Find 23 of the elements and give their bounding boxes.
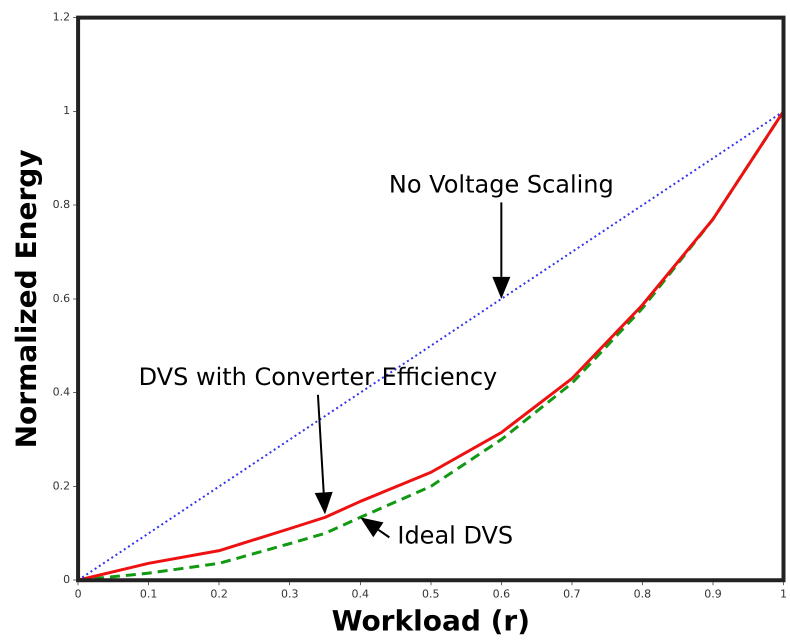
annotation: DVS with Converter Efficiency: [138, 363, 498, 392]
x-tick-label: 0.3: [280, 588, 298, 601]
y-axis-title: Normalized Energy: [10, 149, 44, 448]
y-tick-label: 1.2: [52, 10, 70, 24]
x-tick-label: 0.6: [492, 588, 510, 601]
x-tick-label: 1: [780, 588, 787, 601]
y-tick-label: 0.8: [52, 198, 70, 211]
x-tick-label: 0.4: [352, 588, 370, 601]
y-tick-label: 0.4: [52, 386, 70, 399]
x-tick-label: 0: [74, 588, 82, 601]
x-tick-label: 0.1: [140, 588, 158, 601]
y-tick-label: 0.6: [52, 292, 70, 305]
y-tick-label: 0.2: [52, 479, 70, 492]
x-tick-label: 0.5: [422, 588, 440, 601]
x-axis-title: Workload (r): [332, 604, 530, 638]
x-tick-label: 0.8: [634, 588, 652, 601]
annotation: No Voltage Scaling: [388, 170, 614, 199]
x-tick-label: 0.9: [704, 588, 722, 601]
x-tick-label: 0.2: [210, 588, 228, 601]
x-tick-label: 0.7: [563, 588, 581, 601]
annotation: Ideal DVS: [397, 522, 514, 550]
y-tick-label: 1: [63, 104, 70, 118]
y-tick-label: 0: [63, 573, 70, 586]
